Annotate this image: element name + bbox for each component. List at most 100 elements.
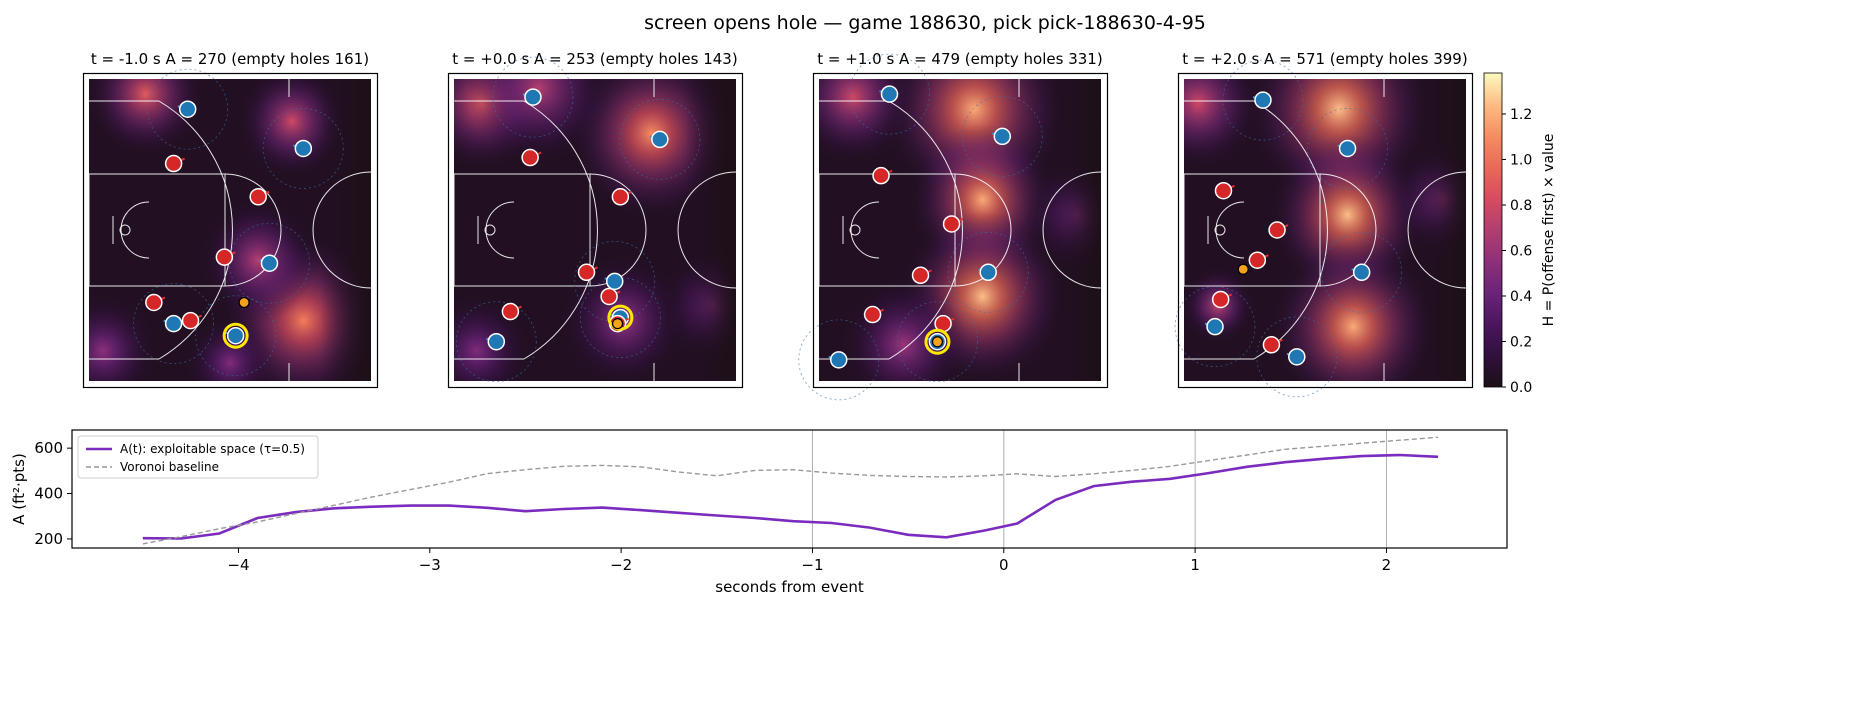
defense-player-marker	[942, 215, 961, 233]
center-circle	[1042, 171, 1101, 289]
heat-blob	[1272, 241, 1435, 381]
legend-entry: Voronoi baseline	[120, 460, 219, 474]
influence-radius	[1307, 108, 1388, 189]
heat-edge-shade	[1050, 79, 1101, 381]
heat-blob	[89, 79, 205, 156]
influence-radius	[1321, 231, 1403, 313]
hoop	[119, 224, 131, 236]
influence-radius	[798, 319, 880, 401]
colorbar: 0.0 0.2 0.4 0.6 0.8 1.0 1.2 H = P(offense first…	[1483, 72, 1557, 396]
influence-radius	[897, 301, 978, 383]
offense-player-marker	[226, 326, 245, 345]
court-lines	[1184, 79, 1466, 381]
influence-radius	[961, 95, 1043, 177]
ball-handler-ring	[607, 304, 634, 331]
restricted-arc	[850, 201, 880, 259]
paint-lane	[454, 173, 591, 287]
court-lines	[89, 79, 371, 381]
defense-player-marker	[215, 248, 234, 266]
players	[798, 53, 1043, 401]
three-point-arc	[1253, 100, 1328, 360]
defense-player-marker	[249, 188, 267, 206]
offense-player-marker	[260, 254, 279, 272]
heat-field	[1184, 79, 1466, 381]
defense-player-marker	[1214, 181, 1233, 200]
restricted-arc	[120, 201, 150, 259]
hoop	[484, 224, 496, 236]
offense-player-marker	[605, 272, 624, 291]
influence-radius	[1174, 286, 1256, 368]
influence-radius	[619, 98, 701, 180]
influence-radius	[492, 56, 574, 138]
legend-box	[77, 435, 319, 479]
heat-blob	[89, 293, 158, 381]
offense-player-marker	[487, 332, 506, 351]
three-point-arc	[158, 100, 233, 360]
x-tick-label: 0	[999, 556, 1009, 574]
heat-field	[454, 79, 736, 381]
defense-player-marker	[521, 148, 539, 167]
influence-radius	[133, 283, 215, 365]
colorbar-tick-label: 0.6	[1510, 243, 1532, 259]
influence-radius	[455, 301, 537, 383]
ball-handler-ring	[924, 328, 951, 355]
ball-marker	[238, 296, 250, 309]
defense-player-marker	[501, 302, 520, 321]
court-panel-4: t = +2.0 s A = 571 (empty holes 399)	[1174, 50, 1474, 398]
influence-radius	[849, 53, 930, 135]
heat-blob	[237, 79, 347, 179]
heat-field	[89, 79, 371, 381]
three-point-arc	[888, 100, 963, 360]
court-panel-3: t = +1.0 s A = 479 (empty holes 331)	[798, 50, 1109, 401]
defense-player-marker	[863, 305, 882, 324]
x-tick-label: −1	[801, 556, 823, 574]
offense-player-marker	[164, 314, 183, 333]
y-axis-label: A (ft²·pts)	[10, 453, 28, 525]
court-panel-1: t = -1.0 s A = 270 (empty holes 161)	[82, 50, 379, 389]
x-tick-label: −3	[419, 556, 441, 574]
ball-marker	[931, 336, 944, 348]
panel-frame	[812, 72, 1109, 389]
ball-marker	[1237, 263, 1249, 275]
y-tick-label: 400	[34, 485, 63, 503]
offense-player-marker	[829, 351, 848, 369]
offense-player-marker	[651, 130, 669, 149]
colorbar-tick-label: 1.2	[1510, 107, 1532, 123]
defense-player-marker	[611, 188, 630, 206]
x-tick-label: 2	[1382, 556, 1392, 574]
offense-player-marker	[294, 139, 313, 158]
x-axis-label: seconds from event	[715, 578, 864, 596]
defense-player-marker	[1268, 221, 1286, 239]
center-circle	[677, 171, 736, 289]
center-circle	[1407, 171, 1466, 289]
panel-title: t = +2.0 s A = 571 (empty holes 399)	[1182, 50, 1467, 68]
x-tick-label: −4	[227, 556, 249, 574]
series-line-1	[142, 453, 1439, 540]
colorbar-tick-label: 0.0	[1510, 380, 1532, 396]
defense-player-marker	[577, 263, 596, 282]
heat-edge-shade	[685, 79, 736, 381]
influence-radius	[147, 68, 229, 150]
offense-player-marker	[524, 88, 542, 106]
players	[1174, 59, 1403, 398]
influence-radius	[262, 108, 344, 189]
y-tick-label: 200	[34, 530, 63, 548]
heat-blob	[1184, 79, 1262, 170]
court-panel-2: t = +0.0 s A = 253 (empty holes 143)	[447, 50, 744, 389]
plot-frame	[71, 429, 1508, 549]
legend: A(t): exploitable space (τ=0.5) Voronoi b…	[77, 435, 319, 479]
restricted-arc	[485, 201, 515, 259]
defense-player-marker	[145, 293, 163, 312]
defense-player-marker	[872, 166, 890, 185]
ball-marker	[611, 317, 624, 330]
heat-blob	[466, 79, 611, 164]
offense-player-marker	[993, 127, 1012, 146]
offense-player-marker	[1352, 263, 1371, 282]
panel-frame	[447, 72, 744, 389]
paint-lane	[1184, 173, 1321, 287]
y-tick-label: 600	[34, 439, 63, 457]
influence-radius	[1256, 316, 1338, 398]
offense-player-marker	[1254, 91, 1272, 109]
defense-player-marker	[164, 154, 183, 173]
free-throw-arc	[1319, 173, 1377, 287]
